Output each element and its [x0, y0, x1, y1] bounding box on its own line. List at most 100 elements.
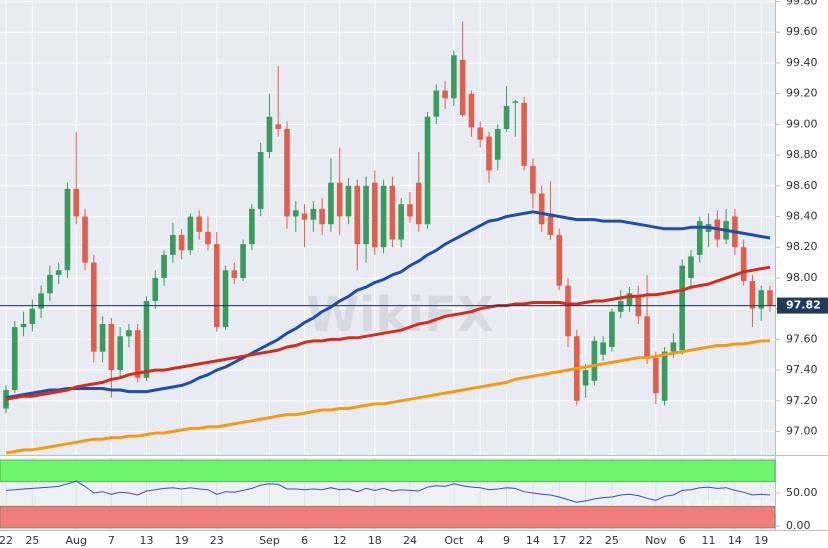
x-tick-label: 14	[526, 534, 540, 547]
x-tick-label: 6	[301, 534, 308, 547]
candle-body	[29, 308, 36, 325]
candle-body	[196, 216, 203, 232]
candle-body	[740, 247, 747, 282]
candle-body	[591, 340, 598, 381]
x-tick-label: Oct	[444, 534, 464, 547]
candle-body	[582, 370, 589, 386]
y-tick-label: 99.20	[786, 87, 818, 100]
candle-body	[644, 316, 650, 358]
candle-body	[688, 256, 694, 278]
candle-body	[442, 90, 448, 99]
candle-body	[73, 188, 80, 217]
candle-body	[380, 185, 387, 248]
candle-body	[231, 270, 238, 278]
candle-body	[670, 342, 677, 352]
rsi-zone	[0, 505, 776, 529]
candle-body	[47, 274, 53, 294]
candle-body	[90, 262, 97, 352]
rsi-line	[5, 480, 771, 503]
candle-body	[538, 193, 545, 225]
y-tick-label: 0.00	[786, 519, 811, 532]
moving-average	[5, 210, 771, 400]
rsi-zone	[0, 459, 776, 483]
candle-body	[459, 59, 466, 116]
x-tick-label: 24	[403, 534, 417, 547]
moving-average	[5, 339, 770, 455]
candle-body	[187, 216, 194, 251]
candle-body	[556, 234, 563, 286]
candle-body	[565, 285, 571, 337]
candle-body	[152, 277, 159, 301]
x-tick-label: 19	[175, 534, 189, 547]
y-tick-label: 98.80	[786, 148, 818, 161]
candle-body	[222, 270, 229, 328]
candle-body	[99, 324, 106, 352]
candle-body	[635, 296, 642, 317]
x-tick-label: 25	[25, 534, 39, 547]
y-tick-label: 98.20	[786, 240, 818, 253]
x-tick-label: 19	[754, 534, 768, 547]
candle-body	[547, 213, 554, 235]
candle-body	[310, 208, 317, 220]
candle-body	[696, 221, 703, 255]
moving-average	[5, 265, 771, 401]
x-tick-label: 13	[140, 534, 154, 547]
x-tick-label: Sep	[259, 534, 280, 547]
y-tick-label: 50.00	[786, 486, 818, 499]
x-tick-label: 9	[503, 534, 510, 547]
candle-body	[38, 293, 44, 309]
watermark: WikiFX	[306, 287, 494, 343]
y-tick-label: 98.00	[786, 271, 818, 284]
y-tick-label: 97.20	[786, 394, 818, 407]
price-label: 97.82	[786, 299, 821, 312]
candle-body	[64, 188, 71, 271]
candle-body	[653, 357, 659, 394]
candle-body	[758, 290, 765, 309]
candle-body	[626, 293, 633, 306]
candle-body	[213, 244, 220, 328]
candle-body	[345, 185, 352, 217]
candle-body	[433, 90, 440, 117]
x-tick-label: Aug	[66, 534, 87, 547]
candle-body	[143, 300, 150, 378]
candle-body	[117, 336, 123, 371]
candle-body	[530, 165, 536, 194]
candle-body	[424, 116, 431, 225]
candle-body	[108, 324, 115, 371]
y-tick-label: 99.80	[786, 0, 818, 8]
x-tick-label: 22	[579, 534, 593, 547]
candle-body	[617, 300, 624, 312]
y-tick-label: 97.40	[786, 363, 818, 376]
candle-body	[389, 185, 396, 240]
x-tick-label: 25	[605, 534, 619, 547]
candle-body	[240, 244, 246, 278]
x-tick-label: 12	[333, 534, 347, 547]
candle-body	[679, 265, 686, 351]
x-tick-label: 11	[702, 534, 716, 547]
y-tick-label: 98.40	[786, 210, 818, 223]
candle-body	[3, 390, 9, 409]
y-tick-label: 99.60	[786, 25, 818, 38]
x-tick-label: 18	[368, 534, 382, 547]
price-panel	[0, 0, 775, 455]
x-tick-label: 23	[210, 534, 224, 547]
candle-body	[126, 330, 132, 337]
candle-body	[477, 127, 484, 140]
candle-body	[170, 234, 176, 255]
candle-body	[266, 116, 273, 153]
candle-body	[661, 351, 668, 401]
candle-body	[205, 231, 211, 245]
candle-body	[301, 213, 308, 220]
candle-body	[257, 152, 264, 209]
candle-body	[336, 182, 343, 217]
candle-body	[284, 128, 290, 217]
candle-body	[468, 93, 475, 128]
candle-body	[363, 185, 369, 245]
candle-body	[451, 55, 457, 99]
candle-body	[486, 136, 492, 171]
x-tick-label: 14	[728, 534, 742, 547]
candle-body	[20, 324, 27, 328]
x-tick-label: Nov	[645, 534, 667, 547]
y-tick-label: 97.60	[786, 332, 818, 345]
